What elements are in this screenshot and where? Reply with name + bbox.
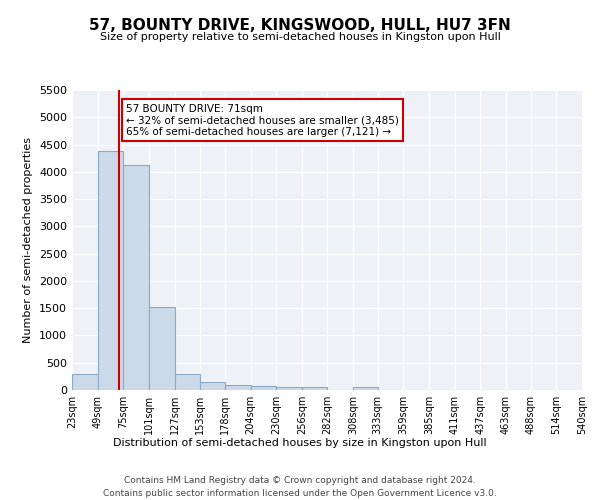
Bar: [123, 166, 149, 390]
Bar: [302, 388, 328, 390]
Text: 57, BOUNTY DRIVE, KINGSWOOD, HULL, HU7 3FN: 57, BOUNTY DRIVE, KINGSWOOD, HULL, HU7 3…: [89, 18, 511, 32]
Bar: [353, 388, 378, 390]
Bar: [251, 386, 276, 390]
Bar: [149, 306, 175, 390]
Text: Contains HM Land Registry data © Crown copyright and database right 2024.: Contains HM Land Registry data © Crown c…: [124, 476, 476, 485]
Bar: [175, 374, 200, 390]
Text: Distribution of semi-detached houses by size in Kingston upon Hull: Distribution of semi-detached houses by …: [113, 438, 487, 448]
Bar: [72, 374, 98, 390]
Text: Size of property relative to semi-detached houses in Kingston upon Hull: Size of property relative to semi-detach…: [100, 32, 500, 42]
Text: Contains public sector information licensed under the Open Government Licence v3: Contains public sector information licen…: [103, 489, 497, 498]
Y-axis label: Number of semi-detached properties: Number of semi-detached properties: [23, 137, 34, 343]
Bar: [276, 388, 302, 390]
Bar: [225, 384, 251, 390]
Bar: [98, 150, 123, 390]
Bar: [200, 382, 225, 390]
Text: 57 BOUNTY DRIVE: 71sqm
← 32% of semi-detached houses are smaller (3,485)
65% of : 57 BOUNTY DRIVE: 71sqm ← 32% of semi-det…: [126, 104, 399, 137]
